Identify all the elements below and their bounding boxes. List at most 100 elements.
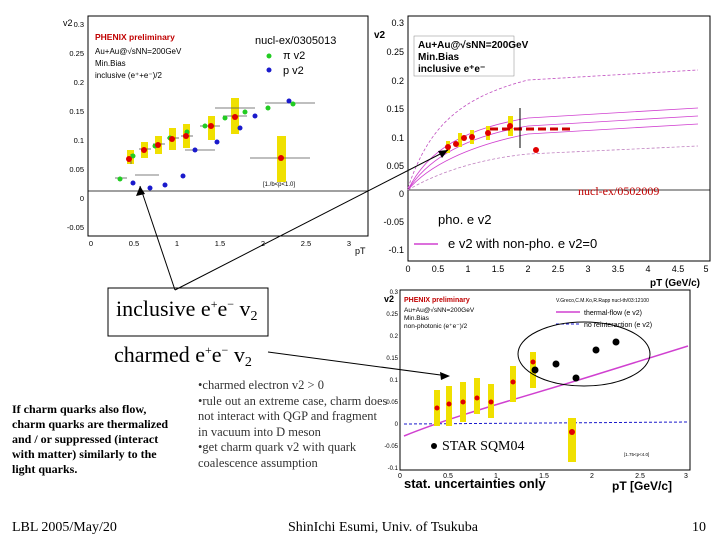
legend-pi-label: π v2: [283, 50, 305, 62]
charmed-label: charmed e+e− v2: [114, 342, 252, 370]
xtick: 3: [585, 264, 590, 274]
ytick: 0.25: [69, 49, 84, 58]
ytick: 0.25: [386, 47, 404, 57]
legend-p-label: p v2: [283, 65, 304, 77]
star-series: [531, 338, 620, 382]
ytick: 0.25: [386, 312, 398, 318]
xtick: 5: [703, 264, 708, 274]
plot-nonphotonic-e-v2: 0.3 0.25 0.2 0.15 0.1 0.05 0 -0.05 -0.1 …: [384, 289, 691, 493]
thermal-flow-curve: [403, 345, 689, 437]
ytick: 0.3: [391, 18, 404, 28]
bullet-item: •charmed electron v2 > 0: [198, 378, 324, 392]
ytick: 0.15: [386, 104, 404, 114]
pho-e-v2-label: pho. e v2: [438, 212, 492, 227]
xtick: 1.5: [539, 473, 549, 480]
reference-label: V.Greco,C.M.Ko,R.Rapp nucl-th/03:12100: [556, 298, 649, 304]
xtick: 2: [261, 239, 265, 248]
legend-inclusive: inclusive e⁺e⁻: [418, 64, 485, 75]
xtick: 0: [89, 239, 93, 248]
ytick: -0.1: [388, 245, 404, 255]
ytick: 0.3: [74, 20, 84, 29]
nonpho-label: e v2 with non-pho. e v2=0: [448, 236, 597, 251]
ytick: -0.1: [388, 466, 399, 472]
inclusive-suffix: v: [234, 296, 251, 321]
ytick: -0.05: [384, 444, 398, 450]
charmed-prefix: charmed e: [114, 342, 205, 367]
y-axis-label: v2: [374, 30, 386, 41]
legend-title: PHENIX preliminary: [404, 297, 470, 304]
ytick: 0.2: [391, 76, 404, 86]
ytick: 0: [80, 194, 84, 203]
legend-blue-marker: [266, 67, 272, 73]
small-note: [1.75<p<4.0]: [624, 452, 649, 457]
minus-sign: −: [227, 297, 235, 311]
xtick: 0: [405, 264, 410, 274]
red-series: [126, 114, 284, 162]
ytick: 0.05: [386, 161, 404, 171]
bullet-item: •rule out an extreme case, charm does no…: [198, 393, 388, 439]
xtick: 1.5: [215, 239, 225, 248]
phenix-series: [434, 359, 575, 435]
legend-green-marker: [266, 53, 272, 59]
xtick: 1.5: [492, 264, 505, 274]
ytick: 0.3: [390, 290, 399, 296]
star-label: STAR SQM04: [442, 439, 525, 454]
bullet-item: •get charm quark v2 with quark coalescen…: [198, 440, 357, 470]
xtick: 0.5: [129, 239, 139, 248]
minus-sign: −: [221, 343, 229, 357]
star-legend-marker: [431, 443, 437, 449]
xtick: 3.5: [612, 264, 625, 274]
star-ellipse: [517, 321, 651, 387]
legend-system: Au+Au@√sNN=200GeV: [418, 40, 529, 51]
legend-system: Au+Au@√sNN=200GeV: [404, 306, 475, 314]
blue-series: [130, 98, 292, 191]
ytick: 0.1: [390, 378, 399, 384]
inclusive-prefix: inclusive e: [116, 296, 211, 321]
xtick: 0.5: [432, 264, 445, 274]
y-axis-label: v2: [63, 18, 73, 28]
ytick: 0.2: [390, 334, 399, 340]
xtick: 1: [465, 264, 470, 274]
x-axis-label: pT: [355, 246, 366, 256]
xtick: 4: [645, 264, 650, 274]
xtick: 2: [590, 473, 594, 480]
x-axis-label: pT [GeV/c]: [612, 479, 672, 493]
small-note: [1./b<p<1.0]: [263, 182, 295, 188]
y-axis-label: v2: [384, 294, 394, 304]
subscript-2: 2: [244, 355, 252, 370]
plot-pion-proton-v2: 0.3 0.25 0.2 0.15 0.1 0.05 0 -0.05 0 0.5…: [63, 15, 369, 256]
ytick: 0.15: [386, 356, 398, 362]
ytick: 0: [399, 189, 404, 199]
ytick: 0.15: [69, 107, 84, 116]
ytick: 0.2: [74, 78, 84, 87]
nucl-reference: nucl-ex/0502009: [578, 184, 659, 198]
inclusive-e-series: [445, 116, 539, 153]
legend-nonphotonic: non-photonic (e⁺e⁻)/2: [404, 323, 468, 330]
legend-system: Au+Au@√sNN=200GeV: [95, 47, 182, 56]
xtick: 0.5: [443, 473, 453, 480]
xtick: 3: [684, 473, 688, 480]
legend-centrality: Min.Bias: [418, 52, 460, 63]
charm-flow-note: If charm quarks also flow, charm quarks …: [12, 402, 169, 476]
legend-inclusive: inclusive (e⁺+e⁻)/2: [95, 71, 162, 80]
ytick: 0.05: [386, 400, 398, 406]
plus-sign: +: [205, 343, 212, 357]
charmed-suffix: v: [228, 342, 245, 367]
xtick: 2.5: [552, 264, 565, 274]
ytick: 0.05: [69, 165, 84, 174]
xtick: 1: [175, 239, 179, 248]
xtick: 4.5: [672, 264, 685, 274]
legend-centrality: Min.Bias: [95, 59, 126, 68]
reference-label: nucl-ex/0305013: [255, 35, 336, 47]
xtick: 2: [525, 264, 530, 274]
ytick: 0.1: [391, 133, 404, 143]
page-number: 10: [692, 520, 706, 535]
no-reinteraction-label: no reinteraction (e v2): [584, 322, 652, 329]
x-axis-label: pT (GeV/c): [650, 278, 700, 288]
ytick: -0.05: [383, 217, 404, 227]
xtick: 3: [347, 239, 351, 248]
footer-author: ShinIchi Esumi, Univ. of Tsukuba: [288, 520, 478, 535]
subscript-2: 2: [250, 309, 258, 324]
plus-sign: +: [210, 297, 218, 311]
ytick: -0.05: [67, 223, 84, 232]
